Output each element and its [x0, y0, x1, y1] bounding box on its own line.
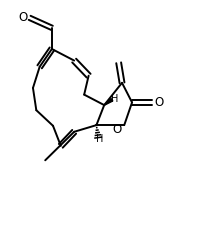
- Text: O: O: [18, 11, 27, 24]
- Text: O: O: [154, 96, 163, 109]
- Text: O: O: [112, 123, 122, 136]
- Text: H: H: [96, 134, 103, 144]
- Text: H: H: [110, 94, 118, 104]
- Polygon shape: [104, 99, 113, 105]
